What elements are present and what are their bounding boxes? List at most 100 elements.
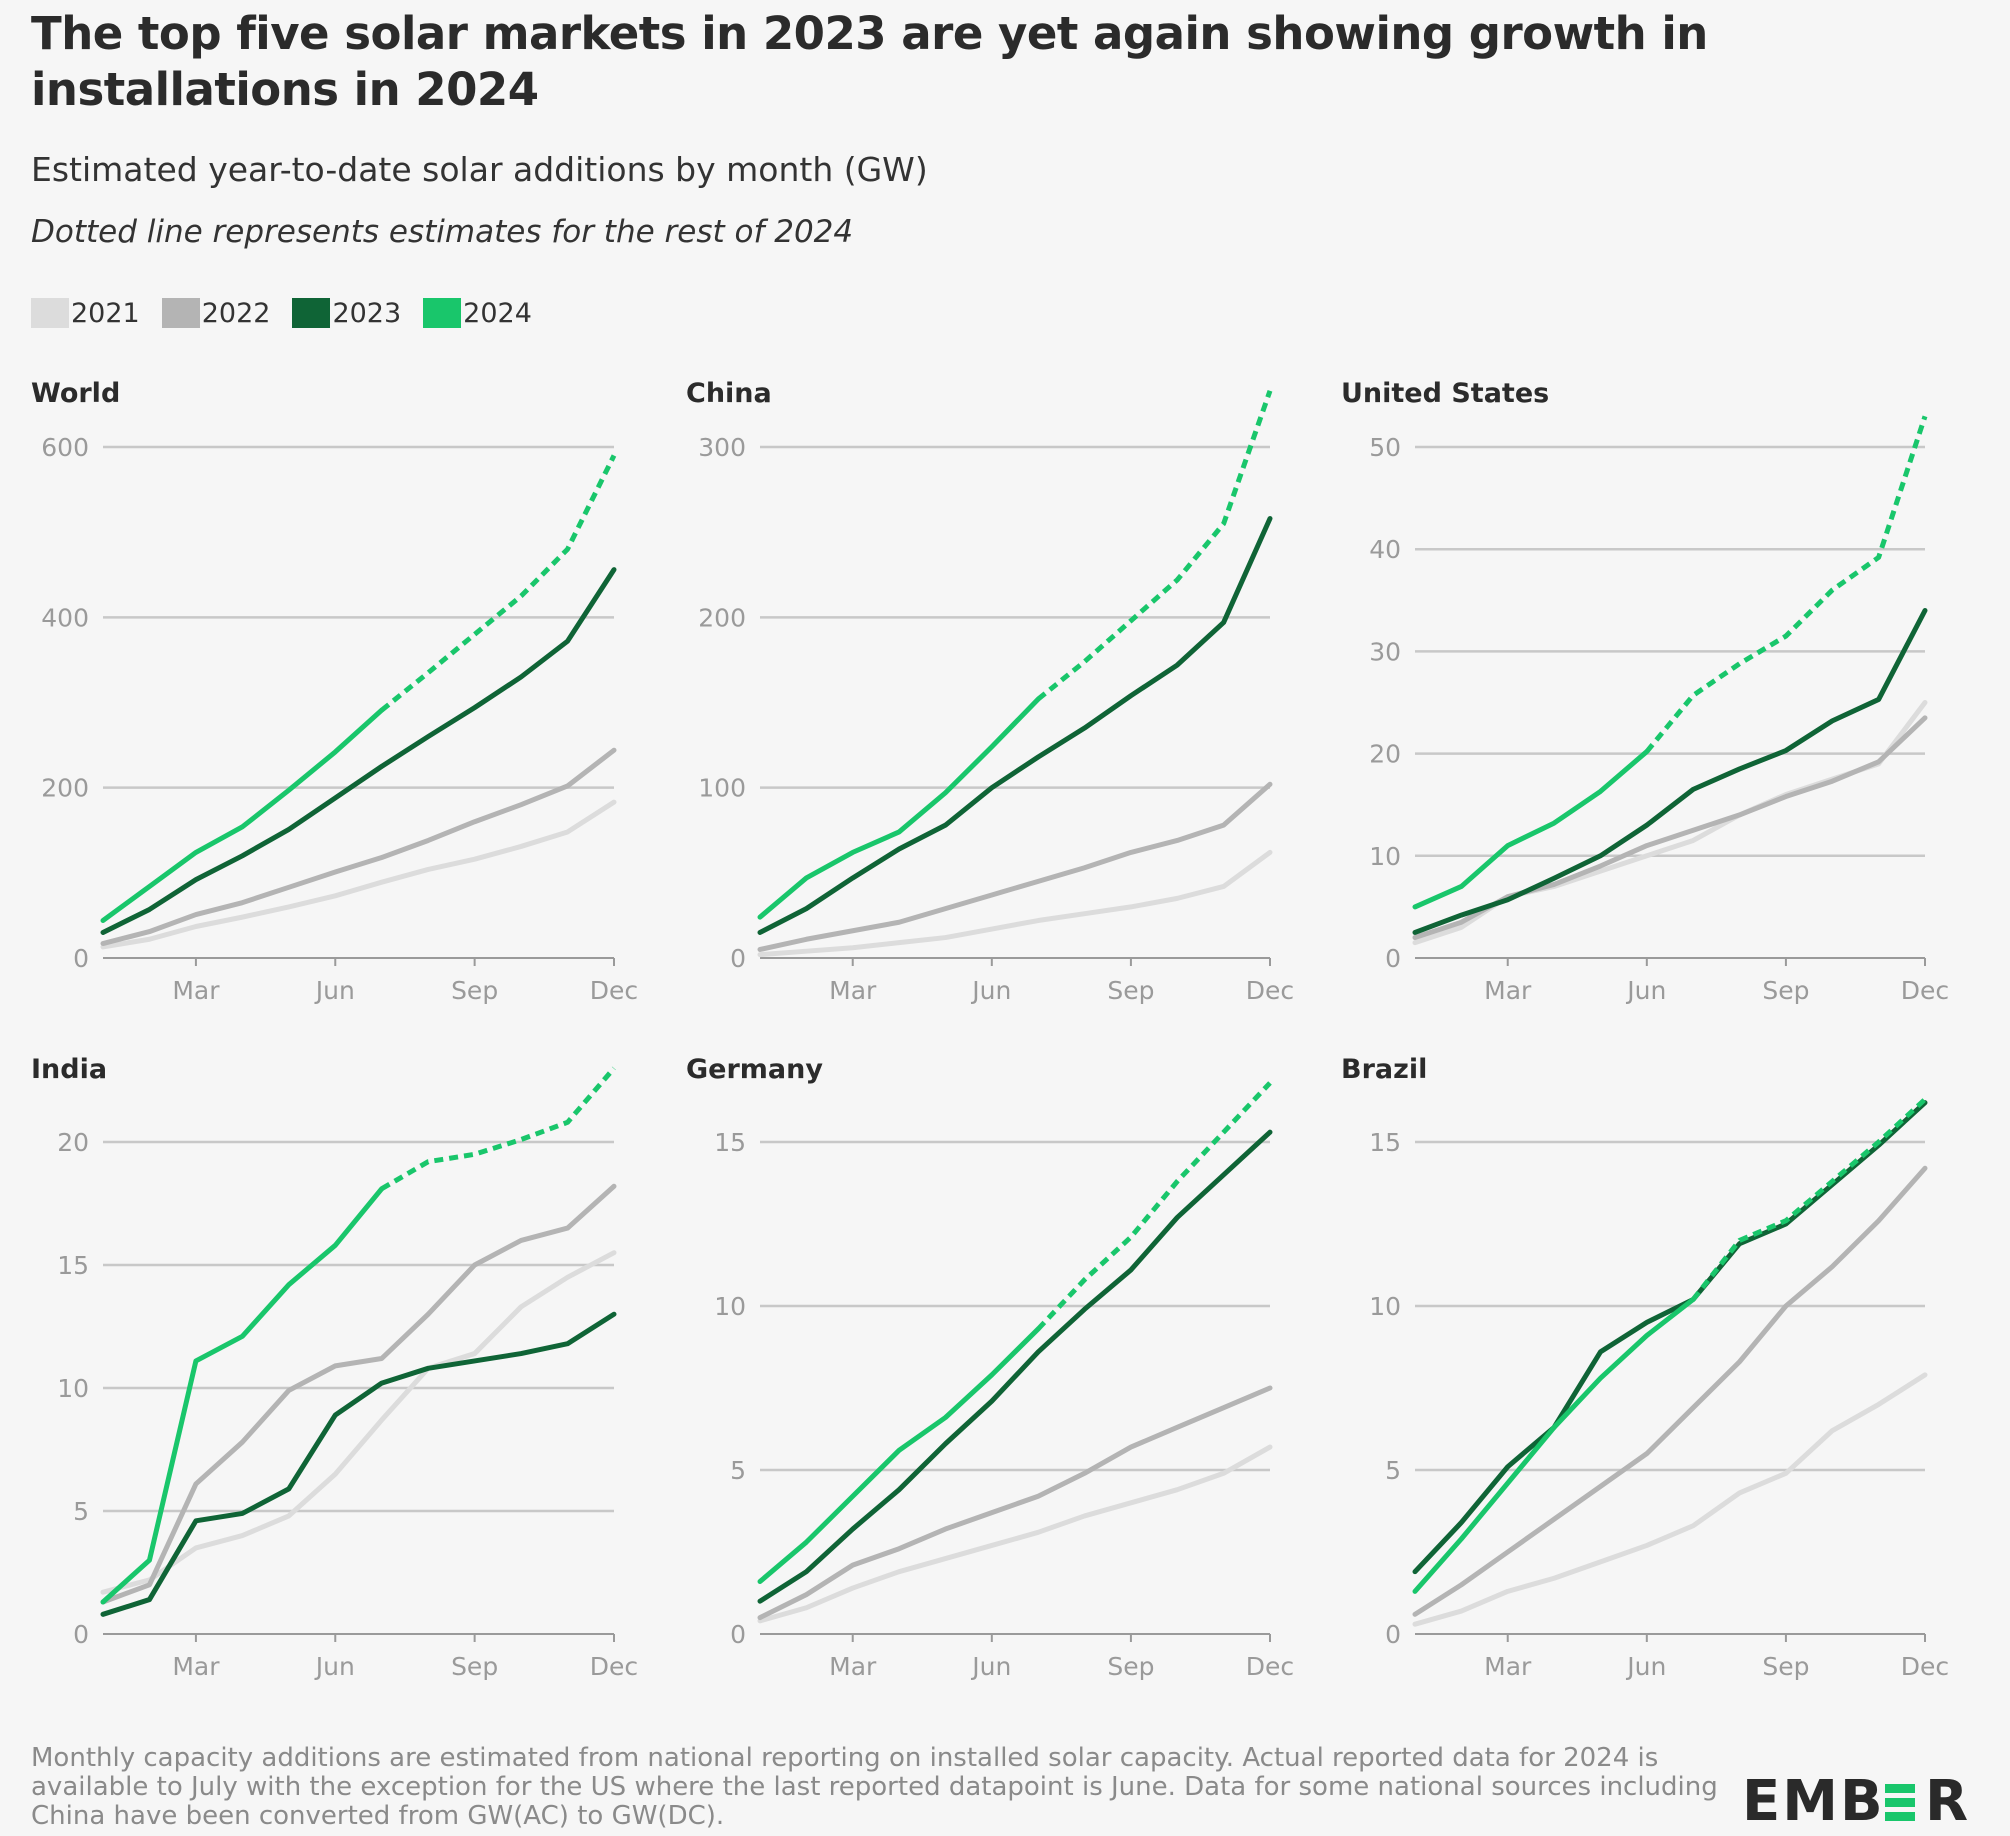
legend-item-2024: 2024 [423, 298, 532, 329]
series-line-2024-estimate [1036, 389, 1273, 702]
y-tick-label: 400 [41, 603, 89, 632]
series-line-2022 [100, 1183, 617, 1605]
x-tick-label: Mar [1484, 1652, 1532, 1681]
y-tick-label: 20 [1369, 740, 1401, 769]
y-tick-label: 200 [698, 603, 746, 632]
x-tick-label: Mar [172, 976, 220, 1005]
series-line-2022 [100, 747, 617, 947]
panel-india: India 0 5 10 15 20 Mar Jun Sep Dec [31, 1054, 638, 1681]
y-tick-label: 0 [1385, 944, 1401, 973]
y-tick-label: 100 [698, 774, 746, 803]
series-line-2023 [100, 567, 617, 935]
estimate-note: Dotted line represents estimates for the… [31, 214, 854, 250]
legend-swatch-2024 [423, 298, 462, 328]
y-tick-label: 300 [698, 433, 746, 462]
series-line-2023 [757, 1129, 1273, 1604]
y-tick-label: 30 [1369, 637, 1401, 666]
legend-label-2024: 2024 [463, 297, 532, 329]
series-line-2021 [757, 849, 1273, 958]
panel-title: Brazil [1341, 1054, 1427, 1085]
x-tick-label: Sep [1107, 1652, 1154, 1681]
panel-germany: Germany 0 5 10 15 Mar Jun Sep Dec [686, 1054, 1294, 1681]
x-tick-label: Dec [1246, 1652, 1294, 1681]
panel-title: China [686, 378, 772, 409]
x-tick-label: Jun [970, 1652, 1011, 1681]
footnote: Monthly capacity additions are estimated… [31, 1743, 1718, 1831]
series-line-2022 [1412, 1165, 1928, 1617]
chart-title: The top five solar markets in 2023 are y… [31, 7, 1708, 116]
legend-label-2021: 2021 [71, 297, 140, 329]
panel-china: China 0 100 200 300 Mar Jun Sep Dec [686, 378, 1294, 1005]
y-tick-label: 10 [714, 1292, 746, 1321]
panel-title: Germany [686, 1054, 823, 1085]
series-line-2024-estimate [380, 1066, 616, 1191]
y-tick-label: 5 [730, 1456, 746, 1485]
legend-swatch-2022 [161, 298, 200, 328]
y-tick-label: 0 [1385, 1620, 1401, 1649]
legend-item-2022: 2022 [161, 297, 271, 329]
y-tick-label: 15 [714, 1128, 746, 1157]
y-tick-label: 10 [1369, 1292, 1401, 1321]
legend-label-2023: 2023 [332, 297, 402, 329]
panel-brazil: Brazil 0 5 10 15 Mar Jun Sep Dec [1341, 1054, 1949, 1681]
panel-world: World 0 200 400 600 Mar Jun Sep Dec [31, 378, 638, 1005]
x-tick-label: Sep [451, 976, 498, 1005]
x-tick-label: Sep [1762, 976, 1809, 1005]
ember-logo: EMBER [1742, 1769, 1971, 1834]
series-line-2023 [1412, 1100, 1928, 1575]
x-tick-label: Sep [451, 1652, 498, 1681]
series-line-2023 [757, 516, 1273, 935]
x-tick-label: Dec [1246, 976, 1294, 1005]
legend: 2021 2022 2023 2024 [31, 296, 554, 330]
series-line-2021 [757, 1444, 1273, 1624]
series-line-2024 [100, 1186, 385, 1605]
y-tick-label: 0 [73, 1620, 89, 1649]
y-tick-label: 0 [730, 1620, 746, 1649]
series-line-2024-estimate [1691, 1097, 1927, 1301]
y-tick-label: 5 [1385, 1456, 1401, 1485]
x-tick-label: Jun [314, 976, 355, 1005]
x-tick-label: Jun [1625, 1652, 1666, 1681]
x-tick-label: Jun [314, 1652, 355, 1681]
series-line-2024 [757, 1326, 1041, 1585]
series-line-2022 [1412, 715, 1928, 941]
panel-title: India [31, 1054, 107, 1085]
panel-title: United States [1341, 378, 1549, 409]
x-tick-label: Dec [1901, 1652, 1949, 1681]
y-tick-label: 20 [57, 1128, 89, 1157]
series-line-2024 [1412, 749, 1650, 910]
y-tick-label: 0 [73, 944, 89, 973]
legend-item-2023: 2023 [292, 298, 401, 329]
series-line-2024 [100, 707, 385, 924]
series-line-2024 [757, 696, 1041, 920]
series-line-2024-estimate [380, 454, 617, 713]
chart-subtitle: Estimated year-to-date solar additions b… [31, 150, 928, 189]
series-line-2021 [100, 799, 617, 950]
series-line-2024-estimate [1644, 415, 1928, 754]
y-tick-label: 10 [1369, 842, 1401, 871]
series-line-2021 [100, 1250, 617, 1595]
y-tick-label: 600 [41, 433, 89, 462]
x-tick-label: Sep [1107, 976, 1154, 1005]
x-tick-label: Sep [1762, 1652, 1809, 1681]
x-tick-label: Dec [590, 976, 638, 1005]
series-line-2023 [100, 1311, 617, 1617]
y-tick-label: 15 [57, 1251, 89, 1280]
series-line-2022 [757, 1385, 1273, 1621]
x-tick-label: Mar [172, 1652, 220, 1681]
x-tick-label: Mar [1484, 976, 1532, 1005]
series-line-2022 [757, 781, 1273, 952]
series-line-2021 [1412, 1372, 1928, 1627]
legend-swatch-2021 [31, 298, 69, 328]
y-tick-label: 200 [41, 774, 89, 803]
series-line-2024-estimate [1036, 1081, 1272, 1331]
x-tick-label: Dec [1901, 976, 1949, 1005]
x-tick-label: Jun [1625, 976, 1666, 1005]
legend-label-2022: 2022 [201, 297, 271, 329]
panel-united-states: United States 0 10 20 30 40 50 Mar Jun Sep Dec [1341, 378, 1949, 1005]
series-line-2023 [1412, 608, 1928, 935]
x-tick-label: Dec [590, 1652, 638, 1681]
y-tick-label: 10 [57, 1374, 89, 1403]
series-line-2021 [1412, 700, 1928, 946]
